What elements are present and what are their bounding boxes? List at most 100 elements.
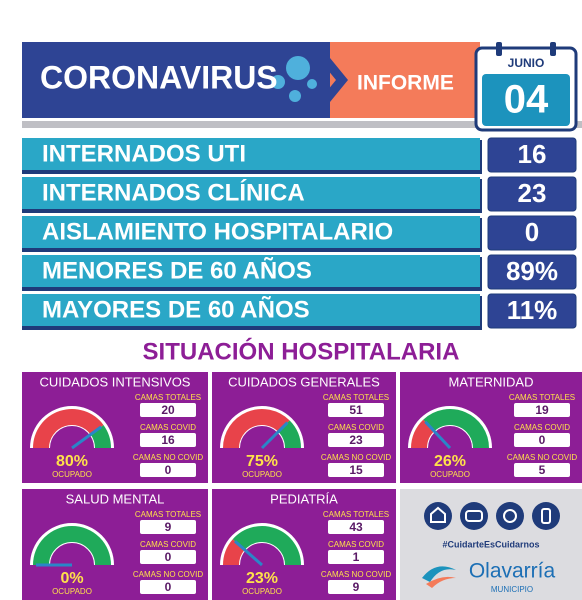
- stat-value: 89%: [506, 256, 558, 286]
- stat-label: INTERNADOS UTI: [42, 140, 246, 167]
- gauge-needle: [260, 421, 289, 450]
- beds-value: 20: [161, 403, 175, 417]
- chevron: [318, 58, 348, 102]
- stat-value-box: [487, 254, 577, 290]
- stat-label: INTERNADOS CLÍNICA: [42, 178, 305, 206]
- stat-value: 0: [525, 217, 539, 247]
- beds-value: 19: [535, 403, 549, 417]
- beds-box: [328, 580, 384, 594]
- beds-value: 16: [161, 433, 175, 447]
- beds-label: CAMAS NO COVID: [133, 453, 203, 462]
- beds-label: CAMAS TOTALES: [135, 393, 201, 402]
- beds-label: CAMAS NO COVID: [507, 453, 577, 462]
- beds-box: [328, 520, 384, 534]
- panel-title: CUIDADOS INTENSIVOS: [40, 374, 191, 389]
- beds-box: [328, 463, 384, 477]
- stat-bar: [22, 255, 480, 287]
- beds-label: CAMAS COVID: [514, 423, 570, 432]
- beds-label: CAMAS COVID: [328, 540, 384, 549]
- beds-box: [140, 550, 196, 564]
- occupancy-label: 23%: [246, 570, 278, 587]
- gauge-needle: [234, 540, 263, 567]
- occupancy-label: 0%: [60, 570, 83, 587]
- beds-label: CAMAS TOTALES: [509, 393, 575, 402]
- footer-subbrand: MUNICIPIO: [491, 585, 533, 594]
- beds-label: CAMAS NO COVID: [321, 570, 391, 579]
- footer-brand: Olavarría: [469, 560, 556, 583]
- footer-hashtag: #CuidarteEsCuidarnos: [442, 539, 539, 549]
- gauge-free: [33, 526, 111, 566]
- beds-value: 5: [539, 463, 546, 477]
- stat-value: 16: [518, 139, 547, 169]
- beds-label: CAMAS TOTALES: [323, 393, 389, 402]
- beds-value: 43: [349, 520, 363, 534]
- calendar-month: JUNIO: [508, 56, 545, 70]
- beds-value: 9: [353, 580, 360, 594]
- gauge-needle: [71, 425, 103, 450]
- stat-bar: [22, 138, 480, 170]
- stat-bar: [22, 177, 480, 209]
- header-right: [330, 42, 480, 118]
- calendar-ring: [550, 42, 556, 56]
- calendar-day-box: [482, 74, 570, 126]
- stat-value-box: [487, 215, 577, 251]
- panel-title: PEDIATRÍA: [270, 491, 338, 506]
- header-subtitle: INFORME: [357, 72, 454, 95]
- beds-value: 15: [349, 463, 363, 477]
- stat-value-box: [487, 176, 577, 212]
- occupancy-label: 26%: [434, 453, 466, 470]
- gauge-needle: [424, 420, 452, 450]
- gauge-occupied: [223, 409, 290, 449]
- occupied-caption: OCUPADO: [242, 587, 282, 596]
- separator: [22, 121, 582, 128]
- beds-value: 0: [165, 580, 172, 594]
- beds-box: [328, 433, 384, 447]
- panel-title: SALUD MENTAL: [66, 491, 165, 506]
- beds-box: [140, 403, 196, 417]
- stat-label: MAYORES DE 60 AÑOS: [42, 295, 310, 323]
- calendar-ring: [496, 42, 502, 56]
- occupancy-label: 75%: [246, 453, 278, 470]
- beds-box: [328, 550, 384, 564]
- beds-value: 9: [165, 520, 172, 534]
- stat-value: 11%: [507, 295, 558, 325]
- beds-value: 0: [165, 550, 172, 564]
- logo-swoosh: [426, 576, 456, 588]
- beds-box: [514, 433, 570, 447]
- stat-value-box: [487, 137, 577, 173]
- stat-value-box: [487, 293, 577, 329]
- beds-value: 51: [349, 403, 363, 417]
- beds-value: 1: [353, 550, 360, 564]
- beds-box: [140, 580, 196, 594]
- beds-box: [140, 433, 196, 447]
- calendar-day: 04: [504, 78, 549, 122]
- panel-title: CUIDADOS GENERALES: [228, 374, 380, 389]
- stat-value: 23: [518, 178, 547, 208]
- beds-box: [140, 463, 196, 477]
- beds-value: 0: [539, 433, 546, 447]
- gauge-free: [232, 526, 301, 566]
- beds-box: [514, 403, 570, 417]
- gauge-free: [90, 425, 111, 449]
- beds-label: CAMAS TOTALES: [135, 510, 201, 519]
- header-title: CORONAVIRUS: [40, 59, 278, 95]
- occupied-caption: OCUPADO: [430, 470, 470, 479]
- panel-title: MATERNIDAD: [449, 374, 534, 389]
- occupied-caption: OCUPADO: [52, 587, 92, 596]
- gauge-occupied: [33, 409, 104, 449]
- beds-box: [328, 403, 384, 417]
- beds-label: CAMAS COVID: [140, 540, 196, 549]
- gauge-free: [423, 409, 489, 449]
- logo-swoosh: [422, 566, 456, 582]
- stat-label: MENORES DE 60 AÑOS: [42, 256, 312, 284]
- occupancy-label: 80%: [56, 453, 88, 470]
- stat-bar: [22, 294, 480, 326]
- stat-label: AISLAMIENTO HOSPITALARIO: [42, 218, 393, 245]
- beds-label: CAMAS NO COVID: [133, 570, 203, 579]
- gauge-occupied: [223, 539, 246, 566]
- beds-value: 23: [349, 433, 363, 447]
- virus-icons: [271, 56, 317, 102]
- footer-icon-glyphs: [430, 506, 551, 524]
- occupied-caption: OCUPADO: [52, 470, 92, 479]
